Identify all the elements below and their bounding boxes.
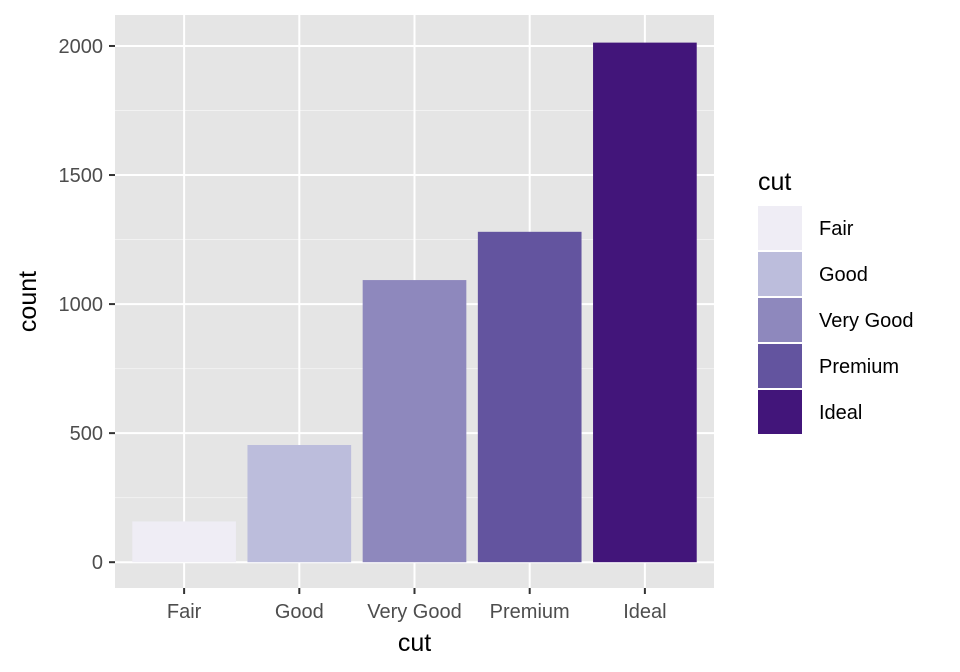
legend-label: Very Good	[819, 310, 914, 332]
legend-title: cut	[758, 168, 791, 196]
x-axis-title: cut	[398, 629, 431, 657]
y-axis-title: count	[14, 271, 42, 332]
y-tick-label: 2000	[59, 36, 104, 58]
legend-label: Fair	[819, 218, 854, 240]
bar-very-good	[362, 280, 467, 563]
x-axis: Fair Good Very Good Premium Ideal	[167, 588, 667, 623]
y-tick-label: 1000	[59, 294, 104, 316]
legend-key-fair	[758, 206, 802, 250]
y-tick-label: 1500	[59, 165, 104, 187]
legend: cut Fair Good Very Good Premium Ideal	[758, 168, 914, 434]
bar-good	[247, 445, 352, 563]
x-tick-label: Fair	[167, 601, 202, 623]
x-tick-label: Good	[275, 601, 324, 623]
legend-key-very-good	[758, 298, 802, 342]
bars	[132, 42, 697, 563]
y-tick-label: 0	[92, 552, 103, 574]
bar-ideal	[593, 42, 697, 563]
legend-key-premium	[758, 344, 802, 388]
bar-premium	[477, 231, 582, 563]
legend-key-good	[758, 252, 802, 296]
legend-label: Premium	[819, 356, 899, 378]
x-tick-label: Very Good	[367, 601, 462, 623]
x-tick-label: Ideal	[623, 601, 666, 623]
legend-key-ideal	[758, 390, 802, 434]
legend-label: Ideal	[819, 402, 862, 424]
y-axis: 0 500 1000 1500 2000	[59, 36, 115, 574]
x-tick-label: Premium	[490, 601, 570, 623]
legend-label: Good	[819, 264, 868, 286]
bar-fair	[132, 521, 236, 563]
y-tick-label: 500	[70, 423, 103, 445]
